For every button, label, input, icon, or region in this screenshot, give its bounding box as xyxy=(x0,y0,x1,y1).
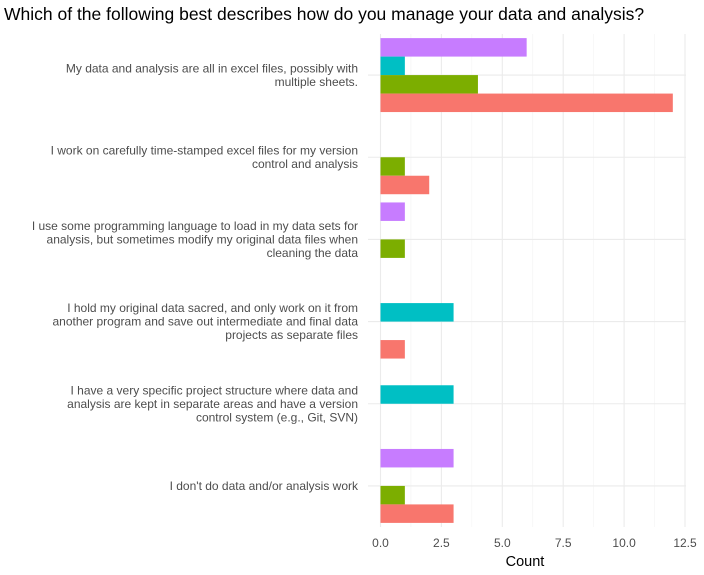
category-label: My data and analysis are all in excel fi… xyxy=(66,61,358,89)
category-label: I use some programming language to load … xyxy=(32,219,359,260)
category-label: I work on carefully time-stamped excel f… xyxy=(51,144,358,172)
bar xyxy=(380,239,405,258)
x-tick-label: 7.5 xyxy=(555,536,572,550)
category-label: I don't do data and/or analysis work xyxy=(170,479,359,493)
bar xyxy=(380,448,454,468)
bar xyxy=(380,504,454,523)
bar xyxy=(380,38,527,57)
x-axis-title: Count xyxy=(506,554,545,570)
bar xyxy=(380,93,673,113)
bar xyxy=(380,175,430,195)
bars xyxy=(380,38,673,523)
bar xyxy=(380,485,405,505)
x-tick-label: 12.5 xyxy=(673,536,697,550)
x-tick-label: 10.0 xyxy=(612,536,636,550)
x-tick-label: 2.5 xyxy=(433,536,450,550)
x-tick-label: 5.0 xyxy=(494,536,511,550)
bar xyxy=(380,340,405,359)
bar xyxy=(380,157,405,176)
x-tick-label: 0.0 xyxy=(372,536,389,550)
bar xyxy=(380,385,454,404)
category-labels: My data and analysis are all in excel fi… xyxy=(32,61,359,493)
bar xyxy=(380,56,405,76)
chart-title: Which of the following best describes ho… xyxy=(4,4,645,24)
bar xyxy=(380,202,405,221)
x-tick-labels: 0.0 2.5 5.0 7.5 10.0 12.5 xyxy=(372,536,697,550)
bar xyxy=(380,303,454,322)
bar xyxy=(380,75,478,94)
category-label: I have a very specific project structure… xyxy=(67,383,358,424)
category-label: I hold my original data sacred, and only… xyxy=(52,301,358,342)
